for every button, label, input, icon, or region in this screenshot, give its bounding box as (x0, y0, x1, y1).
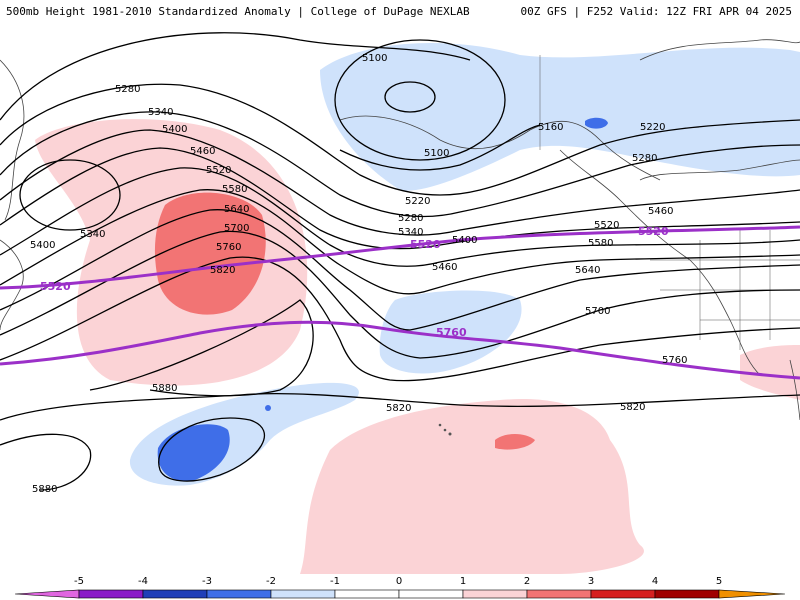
contour-label: 5700 (224, 223, 249, 234)
colorbar-segment (398, 589, 464, 599)
map-title: 500mb Height 1981-2010 Standardized Anom… (6, 5, 470, 18)
contour-label: 5220 (640, 122, 665, 133)
colorbar-segment (590, 589, 656, 599)
contour-label: 5160 (538, 122, 563, 133)
weather-map: 5100 5100 5160 5220 5220 5280 5280 5280 … (0, 22, 800, 574)
contour-label: 5460 (190, 146, 215, 157)
contour-label: 5340 (148, 107, 173, 118)
colorbar-segment (718, 589, 786, 599)
colorbar-tick: -5 (74, 576, 84, 587)
colorbar-tick: 0 (396, 576, 402, 587)
contour-label: 5640 (224, 204, 249, 215)
contour-label: 5580 (222, 184, 247, 195)
contour-label: 5820 (386, 403, 411, 414)
colorbar-segment (142, 589, 208, 599)
contour-label: 5820 (620, 402, 645, 413)
colorbar-segment (270, 589, 336, 599)
colorbar-segment (526, 589, 592, 599)
contour-label: 5640 (575, 265, 600, 276)
colorbar-ticks: -5 -4 -3 -2 -1 0 1 2 3 4 5 (74, 576, 722, 587)
map-header: 500mb Height 1981-2010 Standardized Anom… (0, 0, 800, 22)
contour-label: 5100 (362, 53, 387, 64)
contour-label: 5820 (210, 265, 235, 276)
contour-label: 5100 (424, 148, 449, 159)
contour-label: 5340 (80, 229, 105, 240)
contour-label: 5760 (216, 242, 241, 253)
contour-label: 5400 (30, 240, 55, 251)
colorbar-segment (78, 589, 144, 599)
highlight-contours (0, 225, 800, 380)
contour-label: 5340 (398, 227, 423, 238)
colorbar-segment (462, 589, 528, 599)
colorbar-segment (654, 589, 720, 599)
contour-label: 5460 (432, 262, 457, 273)
colorbar-segment (334, 589, 400, 599)
contour-label: 5460 (648, 206, 673, 217)
contour-label: 5400 (452, 235, 477, 246)
highlight-contour-label: 5520 (40, 280, 71, 293)
contour-label: 5280 (115, 84, 140, 95)
colorbar-tick: 3 (588, 576, 594, 587)
colorbar-segment (14, 589, 80, 599)
contour-label: 5880 (32, 484, 57, 495)
contour-label: 5700 (585, 306, 610, 317)
colorbar-tick: -3 (202, 576, 212, 587)
anomaly-shading (35, 43, 800, 574)
highlight-contour-label: 5520 (410, 238, 441, 251)
height-contours (0, 32, 800, 491)
contour-label: 5760 (662, 355, 687, 366)
contour-label: 5880 (152, 383, 177, 394)
contour-label: 5280 (632, 153, 657, 164)
colorbar-segments (14, 589, 786, 599)
colorbar-tick: 1 (460, 576, 466, 587)
contour-label: 5520 (594, 220, 619, 231)
colorbar-tick: -1 (330, 576, 340, 587)
highlight-contour-label: 5520 (638, 225, 669, 238)
colorbar-tick: -4 (138, 576, 148, 587)
anomaly-colorbar: -5 -4 -3 -2 -1 0 1 2 3 4 5 (0, 574, 800, 600)
contour-label: 5280 (398, 213, 423, 224)
colorbar-tick: 4 (652, 576, 658, 587)
colorbar-tick: 2 (524, 576, 530, 587)
colorbar-tick: 5 (716, 576, 722, 587)
colorbar-tick: -2 (266, 576, 276, 587)
colorbar-segment (206, 589, 272, 599)
highlight-contour-label: 5760 (436, 326, 467, 339)
contour-label: 5220 (405, 196, 430, 207)
contour-label: 5580 (588, 238, 613, 249)
model-run-info: 00Z GFS | F252 Valid: 12Z FRI APR 04 202… (520, 5, 792, 18)
contour-label: 5400 (162, 124, 187, 135)
hawaii-islands (438, 423, 452, 436)
contour-label: 5520 (206, 165, 231, 176)
